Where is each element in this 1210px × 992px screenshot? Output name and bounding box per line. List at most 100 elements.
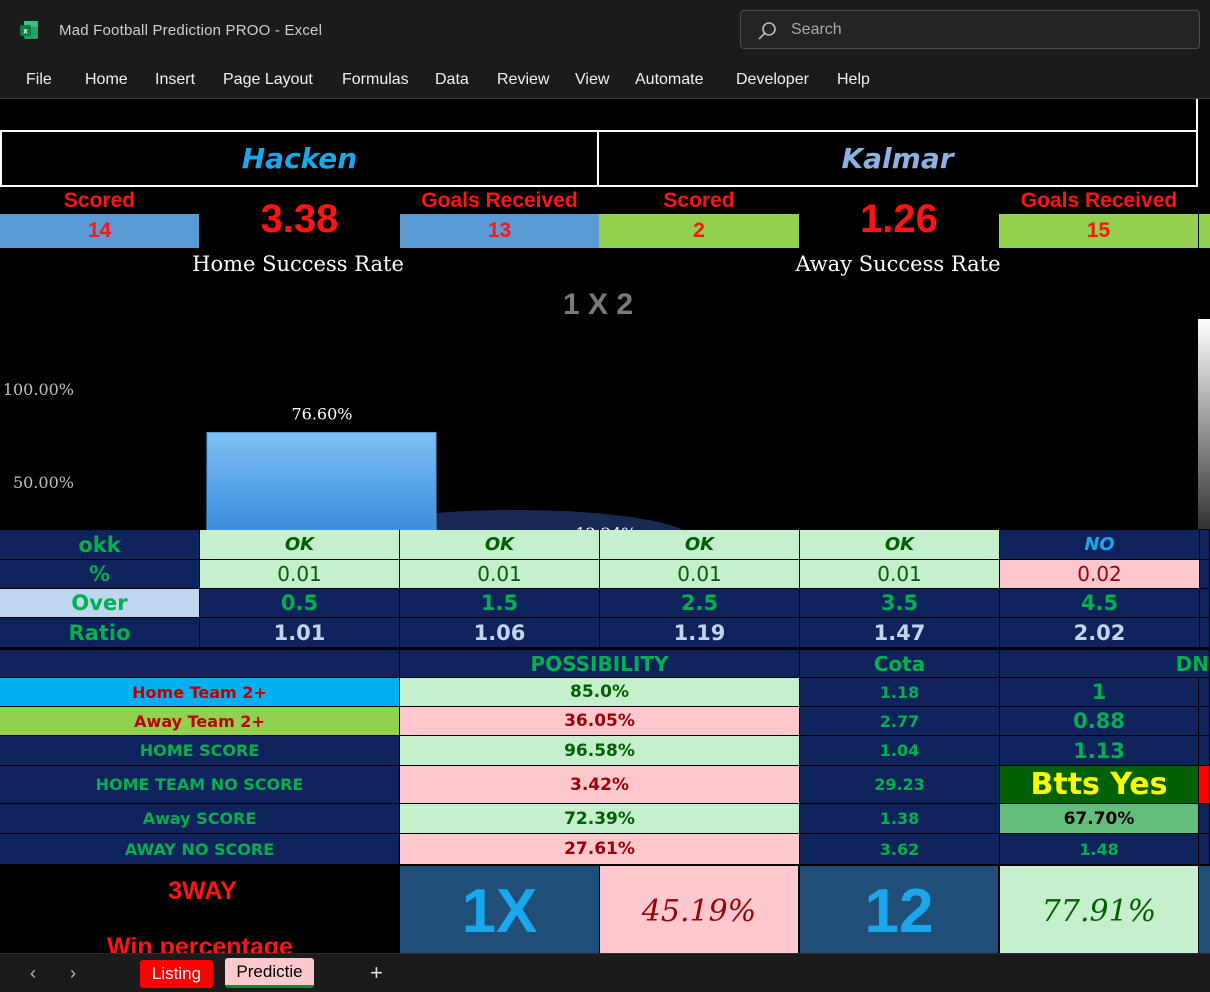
- threeway-1x-pct[interactable]: 45.19%: [600, 866, 798, 953]
- document-title: Mad Football Prediction PROO - Excel: [59, 22, 323, 39]
- away-team-cell[interactable]: Kalmar: [599, 132, 1198, 187]
- okk-cell[interactable]: OK: [600, 530, 800, 560]
- pct-cell[interactable]: 0.02: [1000, 560, 1200, 589]
- over-cell[interactable]: 1.5: [400, 589, 600, 618]
- cota-value[interactable]: 29.23: [800, 766, 1000, 804]
- prev-sheet-arrow[interactable]: ‹: [30, 963, 36, 983]
- menu-page-layout[interactable]: Page Layout: [223, 71, 313, 88]
- dn-value[interactable]: 1: [1000, 678, 1199, 707]
- possibility-row-label[interactable]: Away SCORE: [0, 804, 400, 834]
- possibility-row-label[interactable]: HOME TEAM NO SCORE: [0, 766, 400, 804]
- menu-automate[interactable]: Automate: [635, 71, 704, 88]
- ratio-cell[interactable]: 2.02: [1000, 618, 1200, 648]
- okk-cell[interactable]: OK: [200, 530, 400, 560]
- home-team-cell[interactable]: Hacken: [0, 132, 599, 187]
- possibility-header[interactable]: POSSIBILITY: [400, 650, 800, 678]
- menu-help[interactable]: Help: [837, 71, 870, 88]
- cota-value[interactable]: 3.62: [800, 834, 1000, 865]
- ratio-cell[interactable]: 1.19: [600, 618, 800, 648]
- pct-row-label[interactable]: %: [0, 560, 200, 589]
- dn-value[interactable]: 67.70%: [1000, 804, 1199, 834]
- away-success-title: Away Success Rate: [794, 252, 1000, 276]
- dn-value[interactable]: 0.88: [1000, 707, 1199, 736]
- over-row-label[interactable]: Over: [0, 589, 200, 618]
- menu-home[interactable]: Home: [85, 71, 128, 88]
- home-team-name: Hacken: [241, 142, 358, 175]
- menu-insert[interactable]: Insert: [155, 71, 196, 88]
- possibility-pct[interactable]: 96.58%: [400, 736, 800, 766]
- home-received-value[interactable]: 13: [400, 214, 599, 248]
- menu-data[interactable]: Data: [435, 71, 469, 88]
- pct-cell[interactable]: 0.01: [400, 560, 600, 589]
- possibility-pct[interactable]: 72.39%: [400, 804, 800, 834]
- next-sheet-arrow[interactable]: ›: [70, 963, 76, 983]
- away-received-value[interactable]: 15: [999, 214, 1198, 248]
- possibility-row-label[interactable]: HOME SCORE: [0, 736, 400, 766]
- threeway-12[interactable]: 12: [800, 866, 998, 953]
- edge-cell: [1199, 736, 1210, 766]
- away-average[interactable]: 1.26: [860, 196, 938, 241]
- away-scored-value[interactable]: 2: [599, 214, 799, 248]
- threeway-subtitle: Win percentage: [107, 932, 293, 954]
- cota-value[interactable]: 1.18: [800, 678, 1000, 707]
- edge-cell: [1199, 214, 1210, 248]
- ribbon-menu: File Home Insert Page Layout Formulas Da…: [0, 62, 1210, 98]
- home-scored-value[interactable]: 14: [0, 214, 199, 248]
- search-icon: [758, 22, 776, 40]
- okk-row-label[interactable]: okk: [0, 530, 200, 560]
- dn-value[interactable]: Btts Yes: [1000, 766, 1199, 804]
- okk-cell[interactable]: NO: [1000, 530, 1200, 560]
- possibility-header-blank[interactable]: [0, 650, 400, 678]
- menu-formulas[interactable]: Formulas: [342, 71, 409, 88]
- ratio-cell[interactable]: 1.06: [400, 618, 600, 648]
- possibility-pct[interactable]: 27.61%: [400, 834, 800, 865]
- menu-review[interactable]: Review: [497, 71, 550, 88]
- over-cell[interactable]: 4.5: [1000, 589, 1200, 618]
- threeway-1x[interactable]: 1X: [400, 866, 599, 953]
- possibility-pct[interactable]: 3.42%: [400, 766, 800, 804]
- okk-cell[interactable]: OK: [800, 530, 1000, 560]
- possibility-row-label[interactable]: Home Team 2+: [0, 678, 400, 707]
- home-average[interactable]: 3.38: [260, 196, 339, 241]
- ratio-row-label[interactable]: Ratio: [0, 618, 200, 648]
- possibility-row-label[interactable]: Away Team 2+: [0, 707, 400, 736]
- tab-predictie[interactable]: Predictie: [225, 958, 314, 988]
- chart-area[interactable]: Home Success Rate Away Success Rate 1 X 2 1…: [0, 248, 1198, 609]
- tab-listing[interactable]: Listing: [140, 960, 213, 988]
- right-edge-image: [1198, 319, 1210, 529]
- menu-view[interactable]: View: [575, 71, 610, 88]
- pct-cell[interactable]: 0.01: [200, 560, 400, 589]
- possibility-pct[interactable]: 36.05%: [400, 707, 800, 736]
- over-ratio-grid: okk OK OK OK OK NO% 0.01 0.01 0.01 0.01 0.02 Over 0.…: [0, 530, 1210, 650]
- pct-cell[interactable]: 0.01: [600, 560, 800, 589]
- over-cell[interactable]: 2.5: [600, 589, 800, 618]
- dn-value[interactable]: 1.13: [1000, 736, 1199, 766]
- cota-value[interactable]: 1.38: [800, 804, 1000, 834]
- edge-cell: [1199, 707, 1210, 736]
- empty-row: [0, 99, 1198, 132]
- possibility-row-label[interactable]: AWAY NO SCORE: [0, 834, 400, 865]
- cota-header[interactable]: Cota: [800, 650, 1000, 678]
- threeway-12-pct[interactable]: 77.91%: [1000, 866, 1198, 953]
- over-cell[interactable]: 3.5: [800, 589, 1000, 618]
- cota-value[interactable]: 1.04: [800, 736, 1000, 766]
- search-box[interactable]: [740, 10, 1200, 49]
- pct-cell[interactable]: 0.01: [800, 560, 1000, 589]
- menu-developer[interactable]: Developer: [736, 71, 809, 88]
- search-input[interactable]: [791, 18, 1171, 42]
- ratio-cell[interactable]: 1.47: [800, 618, 1000, 648]
- dn-header[interactable]: DN: [1000, 650, 1210, 678]
- edge-cell: [1200, 618, 1210, 648]
- possibility-pct[interactable]: 85.0%: [400, 678, 800, 707]
- okk-cell[interactable]: OK: [400, 530, 600, 560]
- threeway-label-cell[interactable]: 3WAY Win percentage: [0, 865, 400, 953]
- dn-value[interactable]: 1.48: [1000, 834, 1199, 865]
- ratio-cell[interactable]: 1.01: [200, 618, 400, 648]
- edge-cell: [1199, 866, 1210, 953]
- edge-cell: [1199, 678, 1210, 707]
- menu-file[interactable]: File: [26, 71, 52, 88]
- add-sheet-button[interactable]: +: [370, 960, 383, 985]
- cota-value[interactable]: 2.77: [800, 707, 1000, 736]
- over-cell[interactable]: 0.5: [200, 589, 400, 618]
- edge-cell: [1199, 834, 1210, 865]
